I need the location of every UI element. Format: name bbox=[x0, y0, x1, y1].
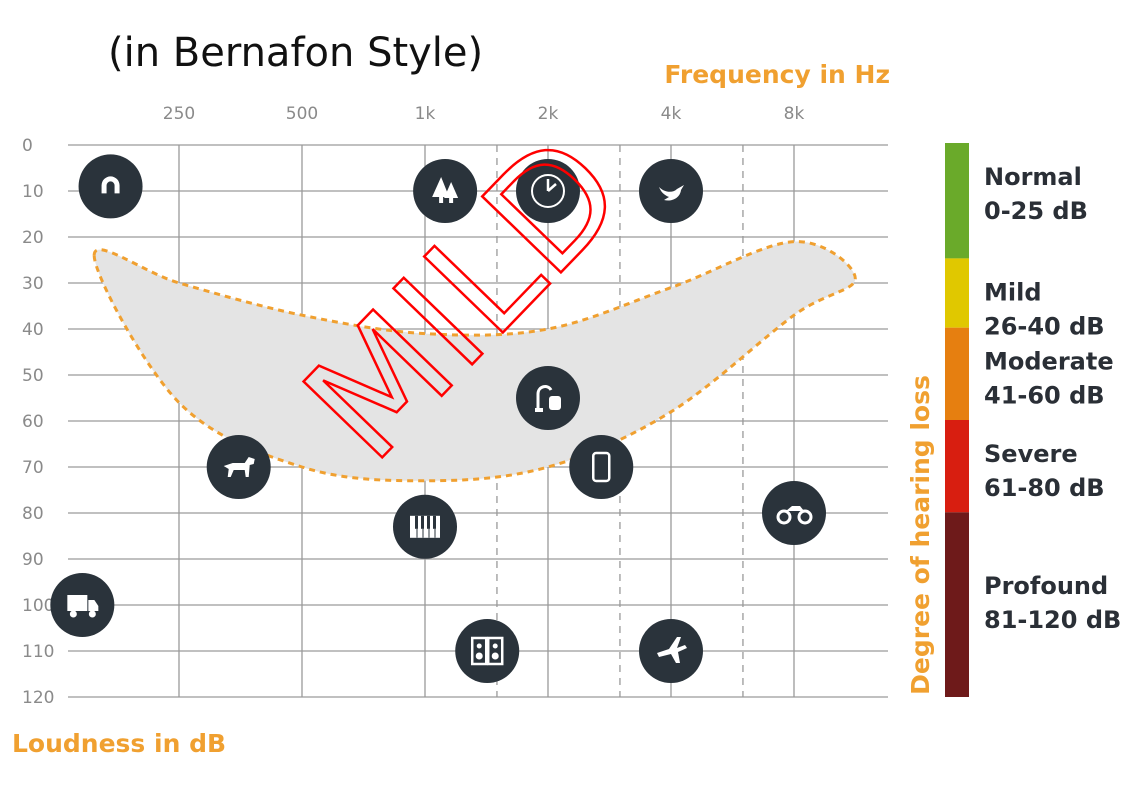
glyph bbox=[486, 636, 504, 666]
icon-circle bbox=[78, 154, 143, 219]
piano-icon bbox=[393, 494, 457, 559]
glyph bbox=[69, 610, 77, 618]
glyph bbox=[776, 509, 792, 525]
clock-icon bbox=[516, 159, 580, 223]
phone-icon bbox=[569, 435, 634, 499]
y-tick-label: 40 bbox=[22, 320, 44, 340]
glyph bbox=[536, 385, 553, 410]
icon-circle bbox=[516, 366, 580, 430]
legend-range: 81-120 dB bbox=[984, 606, 1121, 634]
x-tick-label: 8k bbox=[784, 104, 805, 124]
glyph bbox=[535, 408, 543, 412]
glyph bbox=[491, 652, 499, 660]
trees-icon bbox=[413, 159, 478, 223]
legend-swatch bbox=[945, 420, 969, 513]
banana-shape bbox=[92, 240, 857, 483]
sound-icons bbox=[50, 154, 826, 683]
magnet-icon bbox=[78, 154, 143, 219]
legend-range: 26-40 dB bbox=[984, 312, 1105, 340]
x-tick-label: 1k bbox=[415, 104, 436, 124]
airplane-icon bbox=[639, 619, 703, 683]
y-tick-label: 20 bbox=[22, 228, 44, 248]
glyph bbox=[531, 174, 565, 208]
glyph bbox=[88, 610, 96, 618]
glyph bbox=[433, 515, 436, 529]
y-axis-title: Loudness in dB bbox=[12, 729, 226, 758]
speaker-icon bbox=[455, 619, 520, 683]
hearing-loss-legend: Normal 0-25 dB Mild 26-40 dB Moderate 41-60 d… bbox=[945, 143, 1121, 697]
x-axis-title: Frequency in Hz bbox=[664, 60, 890, 89]
icon-circle bbox=[762, 481, 826, 545]
legend-range: 61-80 dB bbox=[984, 474, 1105, 502]
icon-circle bbox=[639, 159, 703, 223]
legend-name: Normal bbox=[984, 163, 1082, 191]
glyph bbox=[470, 636, 488, 666]
glyph bbox=[657, 637, 687, 663]
y-tick-label: 60 bbox=[22, 412, 44, 432]
bird-icon bbox=[639, 159, 703, 223]
x-tick-label: 2k bbox=[538, 104, 559, 124]
glyph bbox=[549, 396, 561, 410]
degree-of-loss-title: Degree of hearing loss bbox=[906, 375, 935, 695]
glyph bbox=[547, 183, 557, 192]
glyph bbox=[492, 643, 498, 649]
glyph bbox=[476, 643, 482, 649]
y-tick-label: 0 bbox=[22, 136, 33, 156]
speech-banana-region bbox=[92, 240, 857, 483]
glyph bbox=[415, 515, 418, 529]
glyph bbox=[421, 515, 424, 529]
y-tick-label: 30 bbox=[22, 274, 44, 294]
y-tick-label: 70 bbox=[22, 458, 44, 478]
y-tick-label: 120 bbox=[22, 688, 54, 708]
glyph bbox=[223, 457, 255, 477]
y-tick-label: 100 bbox=[22, 596, 54, 616]
vacuum-icon bbox=[516, 366, 580, 430]
glyph bbox=[427, 515, 430, 529]
glyph bbox=[88, 600, 99, 611]
y-tick-label: 80 bbox=[22, 504, 44, 524]
glyph bbox=[444, 182, 459, 203]
truck-icon bbox=[50, 573, 115, 637]
glyph bbox=[659, 185, 684, 201]
y-tick-label: 10 bbox=[22, 182, 44, 202]
y-tick-label: 110 bbox=[22, 642, 54, 662]
x-tick-label: 500 bbox=[286, 104, 318, 124]
x-tick-label: 4k bbox=[661, 104, 682, 124]
glyph bbox=[475, 652, 483, 660]
glyph bbox=[101, 176, 120, 194]
legend-name: Severe bbox=[984, 440, 1078, 468]
legend-swatch bbox=[945, 143, 969, 259]
legend-range: 0-25 dB bbox=[984, 197, 1088, 225]
y-tick-label: 50 bbox=[22, 366, 44, 386]
legend-swatch bbox=[945, 512, 969, 697]
x-tick-label: 250 bbox=[163, 104, 195, 124]
motorcycle-icon bbox=[762, 481, 826, 545]
dog-icon bbox=[206, 435, 271, 499]
legend-name: Profound bbox=[984, 572, 1108, 600]
y-tick-label: 90 bbox=[22, 550, 44, 570]
legend-swatch bbox=[945, 327, 969, 420]
glyph bbox=[797, 509, 813, 525]
legend-name: Mild bbox=[984, 278, 1042, 306]
icon-circle bbox=[569, 435, 634, 499]
legend-name: Moderate bbox=[984, 348, 1114, 376]
legend-swatch bbox=[945, 258, 969, 328]
legend-range: 41-60 dB bbox=[984, 382, 1105, 410]
glyph bbox=[67, 595, 88, 611]
glyph bbox=[786, 506, 804, 511]
glyph bbox=[592, 451, 611, 483]
chart-caption: (in Bernafon Style) bbox=[108, 30, 484, 76]
